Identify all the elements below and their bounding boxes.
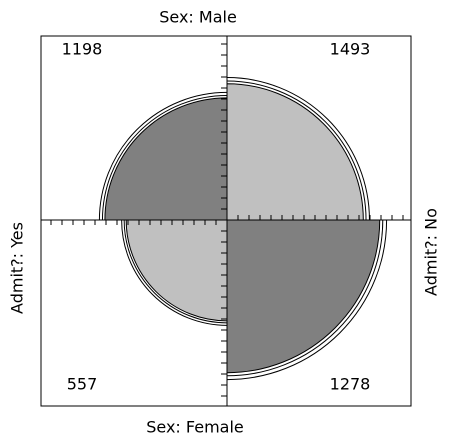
right-label: Admit?: No [422, 208, 441, 296]
confidence-ring [226, 219, 384, 377]
confidence-ring [101, 94, 228, 221]
quarter-circle [226, 83, 364, 221]
confidence-ring [98, 91, 228, 221]
confidence-ring [226, 219, 388, 381]
count-label: 557 [67, 375, 98, 394]
quarter-circle [104, 97, 228, 221]
count-label: 1493 [330, 40, 371, 59]
confidence-ring [123, 219, 228, 324]
frame [40, 35, 412, 407]
quarter-circle [125, 219, 228, 322]
count-label: 1198 [62, 40, 103, 59]
count-label: 1278 [330, 375, 371, 394]
confidence-ring [121, 219, 228, 326]
top-label: Sex: Male [159, 8, 237, 27]
confidence-ring [226, 77, 370, 221]
quarter-circle [226, 219, 381, 374]
bottom-label: Sex: Female [146, 418, 244, 437]
left-label: Admit?: Yes [8, 222, 27, 314]
confidence-ring [226, 80, 367, 221]
